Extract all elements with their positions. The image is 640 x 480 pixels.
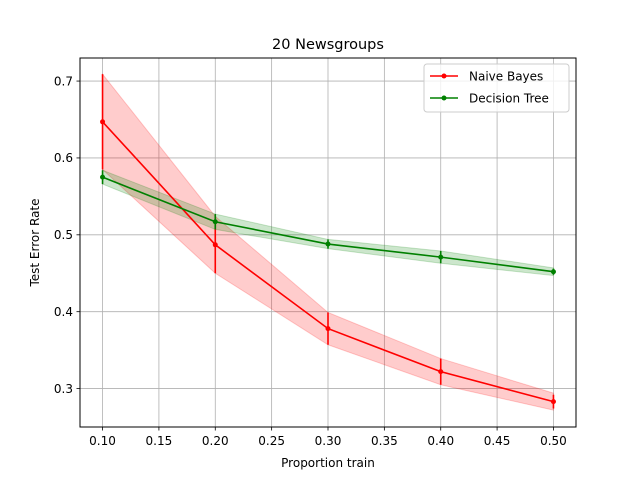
x-axis-ticks: 0.10 0.15 0.20 0.25 0.30 0.35 0.40 0.45 0.50 xyxy=(89,427,567,448)
x-tick-label: 0.50 xyxy=(540,434,567,448)
legend-naive-bayes-label: Naive Bayes xyxy=(469,69,543,83)
y-tick-label: 0.3 xyxy=(54,382,73,396)
naive-bayes-point xyxy=(212,242,218,248)
naive-bayes-point xyxy=(438,369,444,375)
x-tick-label: 0.20 xyxy=(202,434,229,448)
decision-tree-point xyxy=(212,219,218,225)
legend-decision-tree-label: Decision Tree xyxy=(469,91,549,105)
x-tick-label: 0.30 xyxy=(315,434,342,448)
legend: Naive Bayes Decision Tree xyxy=(423,63,570,113)
x-tick-label: 0.10 xyxy=(89,434,116,448)
x-axis-title: Proportion train xyxy=(281,456,375,470)
legend-naive-bayes-marker xyxy=(441,73,447,79)
data-points xyxy=(100,119,556,405)
y-axis-title: Test Error Rate xyxy=(28,198,42,287)
decision-tree-point xyxy=(550,269,556,275)
decision-tree-point xyxy=(325,241,331,247)
naive-bayes-point xyxy=(550,399,556,405)
y-tick-label: 0.4 xyxy=(54,305,73,319)
naive-bayes-point xyxy=(100,119,106,125)
y-tick-label: 0.7 xyxy=(54,74,73,88)
x-tick-label: 0.40 xyxy=(427,434,454,448)
decision-tree-point xyxy=(438,254,444,260)
x-tick-label: 0.35 xyxy=(371,434,398,448)
naive-bayes-point xyxy=(325,326,331,332)
y-tick-label: 0.6 xyxy=(54,151,73,165)
decision-tree-point xyxy=(100,174,106,180)
y-axis-ticks: 0.3 0.4 0.5 0.6 0.7 xyxy=(54,74,80,396)
x-tick-label: 0.25 xyxy=(258,434,285,448)
y-tick-label: 0.5 xyxy=(54,228,73,242)
legend-box xyxy=(423,63,570,113)
x-tick-label: 0.45 xyxy=(484,434,511,448)
chart-title: 20 Newsgroups xyxy=(272,37,384,53)
decision-tree-band xyxy=(102,169,554,277)
x-tick-label: 0.15 xyxy=(146,434,173,448)
legend-decision-tree-marker xyxy=(441,95,447,101)
